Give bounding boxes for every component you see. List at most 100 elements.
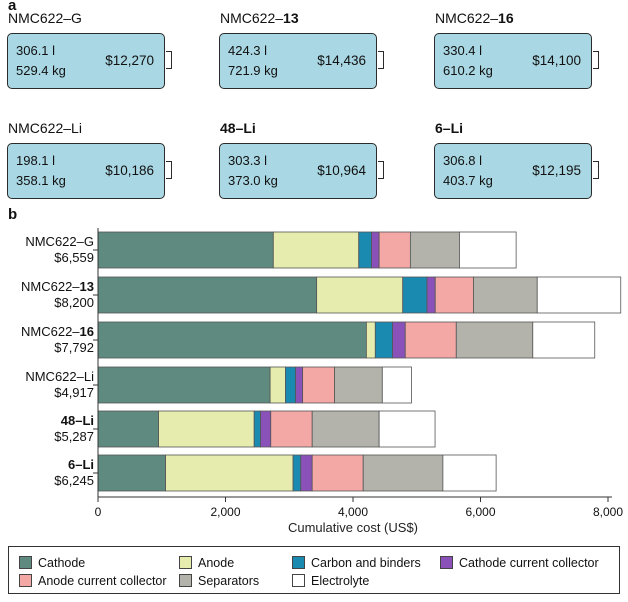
row-label: NMC622–Li $4,917: [25, 369, 94, 401]
pack-mass: 529.4 kg: [16, 63, 66, 78]
pack-volume: 306.8 l: [443, 153, 483, 168]
pack-cost: $10,186: [105, 163, 154, 178]
legend-swatch: [179, 574, 192, 587]
row-label-name: NMC622–16: [21, 324, 94, 340]
row-label-name: NMC622–13: [21, 279, 94, 295]
name-suffix: 48–Li: [220, 120, 256, 136]
bar-segment-carbon-and-binders: [402, 276, 428, 314]
name-prefix: NMC622–: [21, 279, 80, 294]
legend-label: Cathode: [38, 556, 86, 570]
battery-terminal-icon: [166, 51, 172, 69]
bar-segment-anode-current-collector: [404, 321, 457, 359]
bar-segment-anode-current-collector: [311, 454, 364, 492]
bar-segment-carbon-and-binders: [253, 410, 261, 448]
x-tick-label: 8,000: [593, 505, 623, 519]
pack-volume: 306.1 l: [16, 43, 56, 58]
battery-terminal-icon: [593, 161, 599, 179]
name-prefix: NMC622–: [220, 10, 284, 26]
bar-segment-anode: [316, 276, 404, 314]
bar-segment-separators: [409, 231, 460, 269]
bar-segment-cathode: [97, 454, 166, 492]
legend-swatch: [19, 574, 32, 587]
bar-segment-anode: [158, 410, 255, 448]
name-suffix: 48–Li: [60, 413, 94, 428]
bar-segment-separators: [362, 454, 444, 492]
legend-item: Cathode: [19, 556, 85, 570]
x-tick-label: 4,000: [338, 505, 368, 519]
pack-mass: 610.2 kg: [443, 63, 493, 78]
bar-segment-separators: [311, 410, 380, 448]
bar-segment-electrolyte: [536, 276, 622, 314]
bar-segment-anode-current-collector: [434, 276, 474, 314]
bar-segment-carbon-and-binders: [374, 321, 393, 359]
row-label-total: $7,792: [54, 340, 94, 355]
row-label: 6–Li $6,245: [54, 457, 94, 489]
bar-segment-carbon-and-binders: [285, 366, 297, 404]
name-prefix: NMC622–: [8, 120, 72, 136]
bar-segment-cathode-current-collector: [300, 454, 313, 492]
name-suffix: Li: [71, 120, 82, 136]
pack-cost: $14,100: [532, 53, 581, 68]
bar-segment-anode-current-collector: [270, 410, 313, 448]
bar-segment-anode: [272, 231, 360, 269]
legend-label: Anode: [198, 556, 235, 570]
row-label-total: $6,559: [54, 250, 94, 265]
name-suffix: 6–Li: [67, 457, 94, 472]
pack-cost: $10,964: [317, 163, 366, 178]
legend-item: Separators: [179, 574, 259, 588]
battery-pack-card: 306.8 l 403.7 kg $12,195: [434, 143, 599, 199]
row-label-total: $5,287: [54, 429, 94, 444]
bar-segment-cathode: [97, 231, 274, 269]
legend-item: Electrolyte: [292, 574, 369, 588]
x-tick-label: 6,000: [465, 505, 495, 519]
row-label-total: $8,200: [54, 295, 94, 310]
battery-terminal-icon: [378, 161, 384, 179]
bar-segment-cathode: [97, 321, 367, 359]
pack-mass: 358.1 kg: [16, 173, 66, 188]
legend-item: Anode current collector: [19, 574, 167, 588]
bar-segment-separators: [455, 321, 534, 359]
legend: Cathode Anode Carbon and binders Cathode cu…: [8, 546, 620, 594]
pack-title: NMC622–16: [435, 10, 514, 26]
bar-segment-anode: [269, 366, 286, 404]
battery-pack-card: 303.3 l 373.0 kg $10,964: [219, 143, 384, 199]
bar-segment-carbon-and-binders: [358, 231, 372, 269]
legend-item: Carbon and binders: [292, 556, 421, 570]
pack-volume: 198.1 l: [16, 153, 56, 168]
name-prefix: NMC622–: [21, 324, 80, 339]
name-suffix: 13: [283, 10, 299, 26]
legend-label: Separators: [198, 574, 260, 588]
bar-segment-anode: [365, 321, 376, 359]
x-axis-label: Cumulative cost (US$): [288, 520, 418, 535]
row-label-total: $4,917: [54, 385, 94, 400]
x-tick-label: 0: [95, 505, 102, 519]
row-label-name: 6–Li: [54, 457, 94, 473]
bar-segment-cathode-current-collector: [426, 276, 436, 314]
name-suffix: G: [83, 234, 94, 249]
pack-volume: 424.3 l: [228, 43, 268, 58]
row-label-total: $6,245: [54, 473, 94, 488]
name-prefix: NMC622–: [25, 234, 84, 249]
pack-mass: 403.7 kg: [443, 173, 493, 188]
pack-mass: 721.9 kg: [228, 63, 278, 78]
battery-pack-card: 198.1 l 358.1 kg $10,186: [7, 143, 172, 199]
row-label: 48–Li $5,287: [54, 413, 94, 445]
pack-title: 6–Li: [435, 120, 463, 136]
legend-label: Carbon and binders: [311, 556, 421, 570]
bar-segment-anode-current-collector: [302, 366, 335, 404]
name-prefix: NMC622–: [435, 10, 499, 26]
bar-segment-cathode: [97, 410, 159, 448]
bar-segment-anode-current-collector: [378, 231, 411, 269]
x-tick-label: 2,000: [210, 505, 240, 519]
legend-label: Anode current collector: [38, 574, 167, 588]
pack-cost: $12,270: [105, 53, 154, 68]
legend-swatch: [440, 556, 453, 569]
battery-terminal-icon: [593, 51, 599, 69]
legend-item: Cathode current collector: [440, 556, 599, 570]
row-label: NMC622–16 $7,792: [21, 324, 94, 356]
legend-swatch: [292, 574, 305, 587]
row-label: NMC622–G $6,559: [25, 234, 94, 266]
row-label-name: NMC622–G: [25, 234, 94, 250]
name-suffix: 16: [498, 10, 514, 26]
name-suffix: G: [71, 10, 82, 26]
